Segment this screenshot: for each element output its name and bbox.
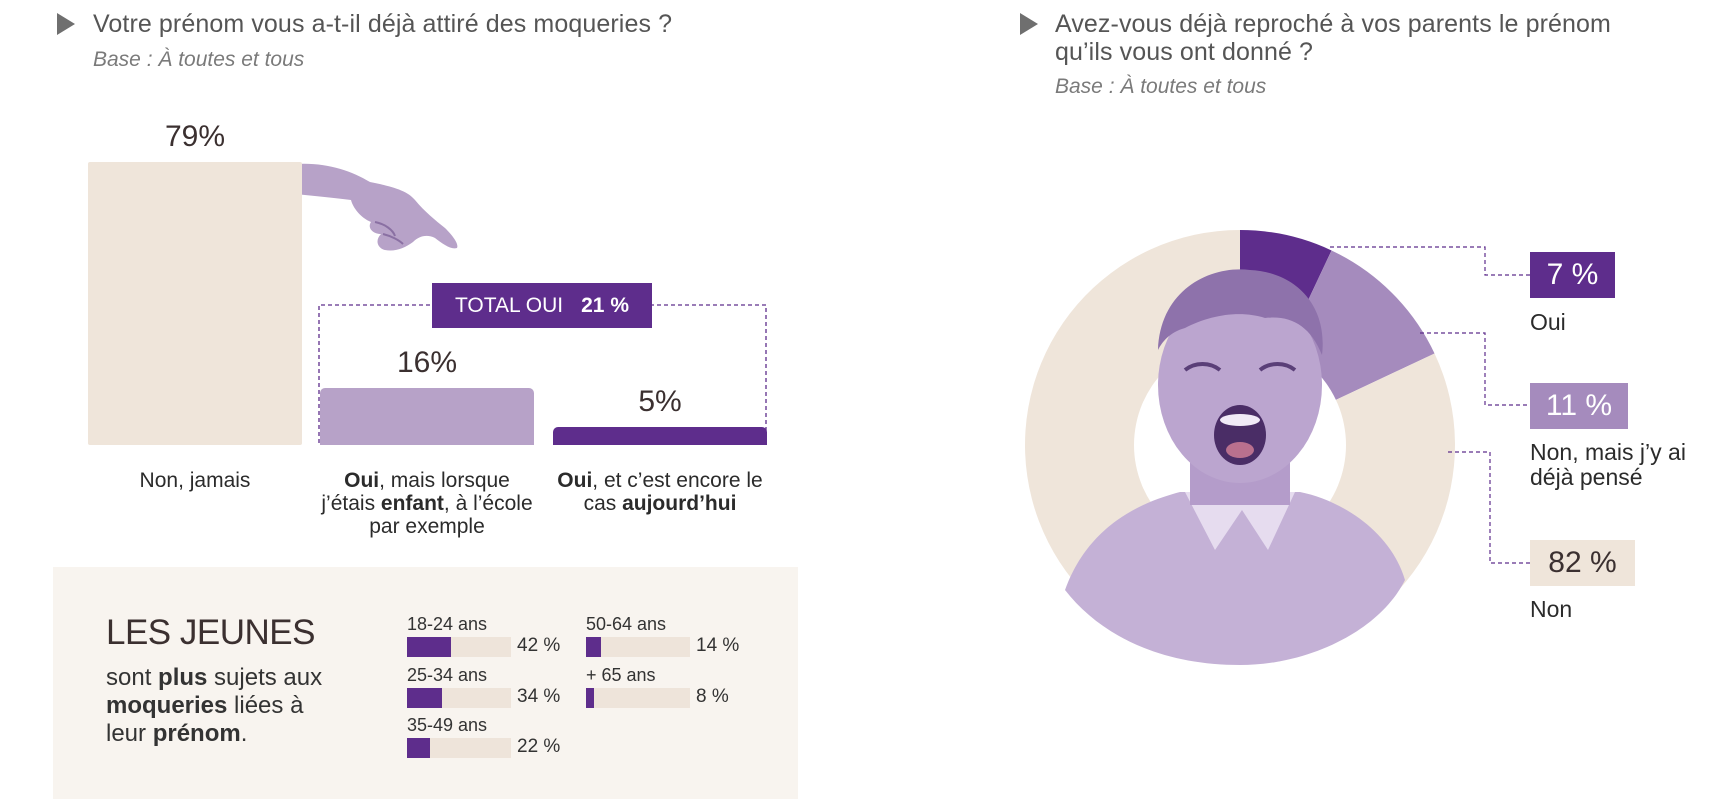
right-question-line2: qu’ils vous ont donné ? [1055, 38, 1314, 66]
play-arrow-icon [57, 13, 75, 35]
crying-child-illustration [1065, 269, 1405, 665]
donut-value-badge: 7 % [1530, 252, 1615, 298]
jeunes-text-bold: prénom [152, 720, 241, 747]
age-bar-fill [586, 688, 594, 708]
age-value-label: 42 % [517, 635, 561, 656]
age-bar-track [586, 688, 690, 708]
age-value-label: 22 % [517, 736, 561, 757]
bar-value-label: 16% [396, 346, 458, 379]
age-category-label: 18-24 ans [407, 614, 488, 634]
age-bar-fill [407, 738, 430, 758]
jeunes-title: LES JEUNES [106, 613, 315, 652]
age-bar-track [586, 637, 690, 657]
age-bar-fill [407, 688, 442, 708]
total-oui-label: TOTAL OUI [454, 293, 564, 317]
bar-category-label: Non, jamais [83, 469, 307, 492]
jeunes-text-part: sont [106, 664, 159, 691]
bar-category-label: Oui, mais lorsque j’étais enfant, à l’éc… [315, 469, 539, 538]
age-bar-fill [586, 637, 601, 657]
age-value-label: 8 % [696, 686, 729, 707]
jeunes-text-part: liées à leur [106, 692, 304, 747]
age-bar-track [407, 738, 511, 758]
category-label-part: , mais lorsque j’étais [321, 469, 510, 515]
bar-category-label: Oui, et c’est encore le cas aujourd’hui [548, 469, 772, 515]
bar-value-label: 5% [638, 385, 682, 418]
right-question-line1: Avez-vous déjà reproché à vos parents le… [1055, 10, 1611, 38]
category-label-bold: aujourd’hui [622, 492, 737, 515]
jeunes-text-part: . [240, 720, 248, 747]
age-value-label: 34 % [517, 686, 561, 707]
jeunes-text: sont plus sujets aux moqueries liées à l… [106, 664, 346, 748]
donut-chart [1025, 230, 1455, 665]
right-question-base: Base : À toutes et tous [1055, 75, 1267, 98]
jeunes-text-bold: moqueries [106, 692, 228, 719]
donut-value-badge: 11 % [1530, 383, 1628, 429]
donut-value-badge: 82 % [1530, 540, 1635, 586]
donut-category-label: Oui [1530, 309, 1566, 335]
total-bracket [318, 304, 767, 443]
jeunes-text-bold: plus [158, 664, 208, 691]
total-oui-value: 21 % [581, 293, 629, 317]
age-category-label: 35-49 ans [407, 715, 488, 735]
age-value-label: 14 % [696, 635, 740, 656]
bar-value-label: 79% [164, 120, 226, 153]
donut-category-label: Non, mais j’y ai déjà pensé [1530, 439, 1686, 490]
age-category-label: 25-34 ans [407, 665, 488, 685]
category-label-bold: Oui [557, 469, 593, 492]
pointing-hand-illustration [295, 163, 458, 251]
age-category-label: 50-64 ans [586, 614, 667, 634]
category-label-part: , et c’est encore le cas [583, 469, 763, 515]
category-label-part: Non, jamais [139, 469, 251, 492]
category-label-part: , à l’école par exemple [369, 492, 533, 538]
play-arrow-icon [1020, 13, 1038, 35]
category-label-bold: Oui [344, 469, 380, 492]
bar [553, 427, 767, 445]
donut-category-label: Non [1530, 596, 1573, 622]
age-category-label: + 65 ans [586, 665, 656, 685]
bar [88, 162, 302, 445]
jeunes-text-part: sujets aux [207, 664, 323, 691]
jeunes-panel [53, 567, 798, 799]
bar [320, 388, 534, 445]
total-oui-badge: TOTAL OUI 21 % [432, 283, 652, 328]
category-label-bold: enfant [380, 492, 444, 515]
left-question-title: Votre prénom vous a-t-il déjà attiré des… [93, 10, 673, 38]
connector-line [1448, 451, 1530, 564]
age-bar-fill [407, 637, 451, 657]
left-question-base: Base : À toutes et tous [93, 48, 305, 71]
right-question-title: Avez-vous déjà reproché à vos parents le… [1055, 10, 1611, 66]
